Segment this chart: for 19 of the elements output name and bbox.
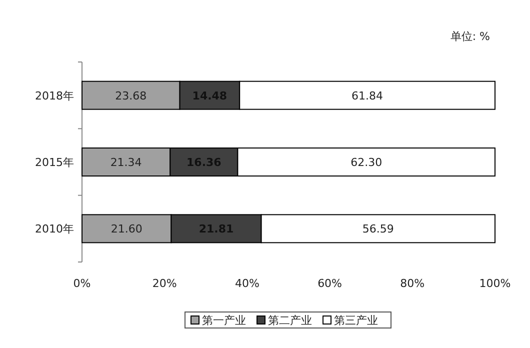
x-tick-label: 100% — [479, 277, 511, 290]
legend-label: 第二产业 — [268, 314, 312, 327]
legend-label: 第三产业 — [334, 314, 378, 327]
text: 单位: % — [450, 30, 490, 43]
data-label: 62.30 — [350, 156, 382, 169]
data-label: 21.34 — [110, 156, 142, 169]
x-tick-label: 80% — [400, 277, 425, 290]
data-label: 21.60 — [110, 222, 142, 236]
y-tick-label: 2018年 — [35, 89, 74, 102]
y-tick-label: 2015年 — [35, 156, 74, 169]
x-tick-label: 40% — [234, 277, 260, 290]
x-tick-label: 0% — [73, 277, 91, 290]
y-tick-label: 2010年 — [35, 222, 74, 236]
x-tick-label: 60% — [318, 277, 342, 290]
data-label: 61.84 — [352, 89, 384, 102]
x-tick-label: 20% — [152, 277, 177, 290]
data-label: 23.68 — [115, 89, 147, 102]
data-label: 56.59 — [362, 222, 394, 236]
legend-label: 第一产业 — [202, 314, 246, 327]
